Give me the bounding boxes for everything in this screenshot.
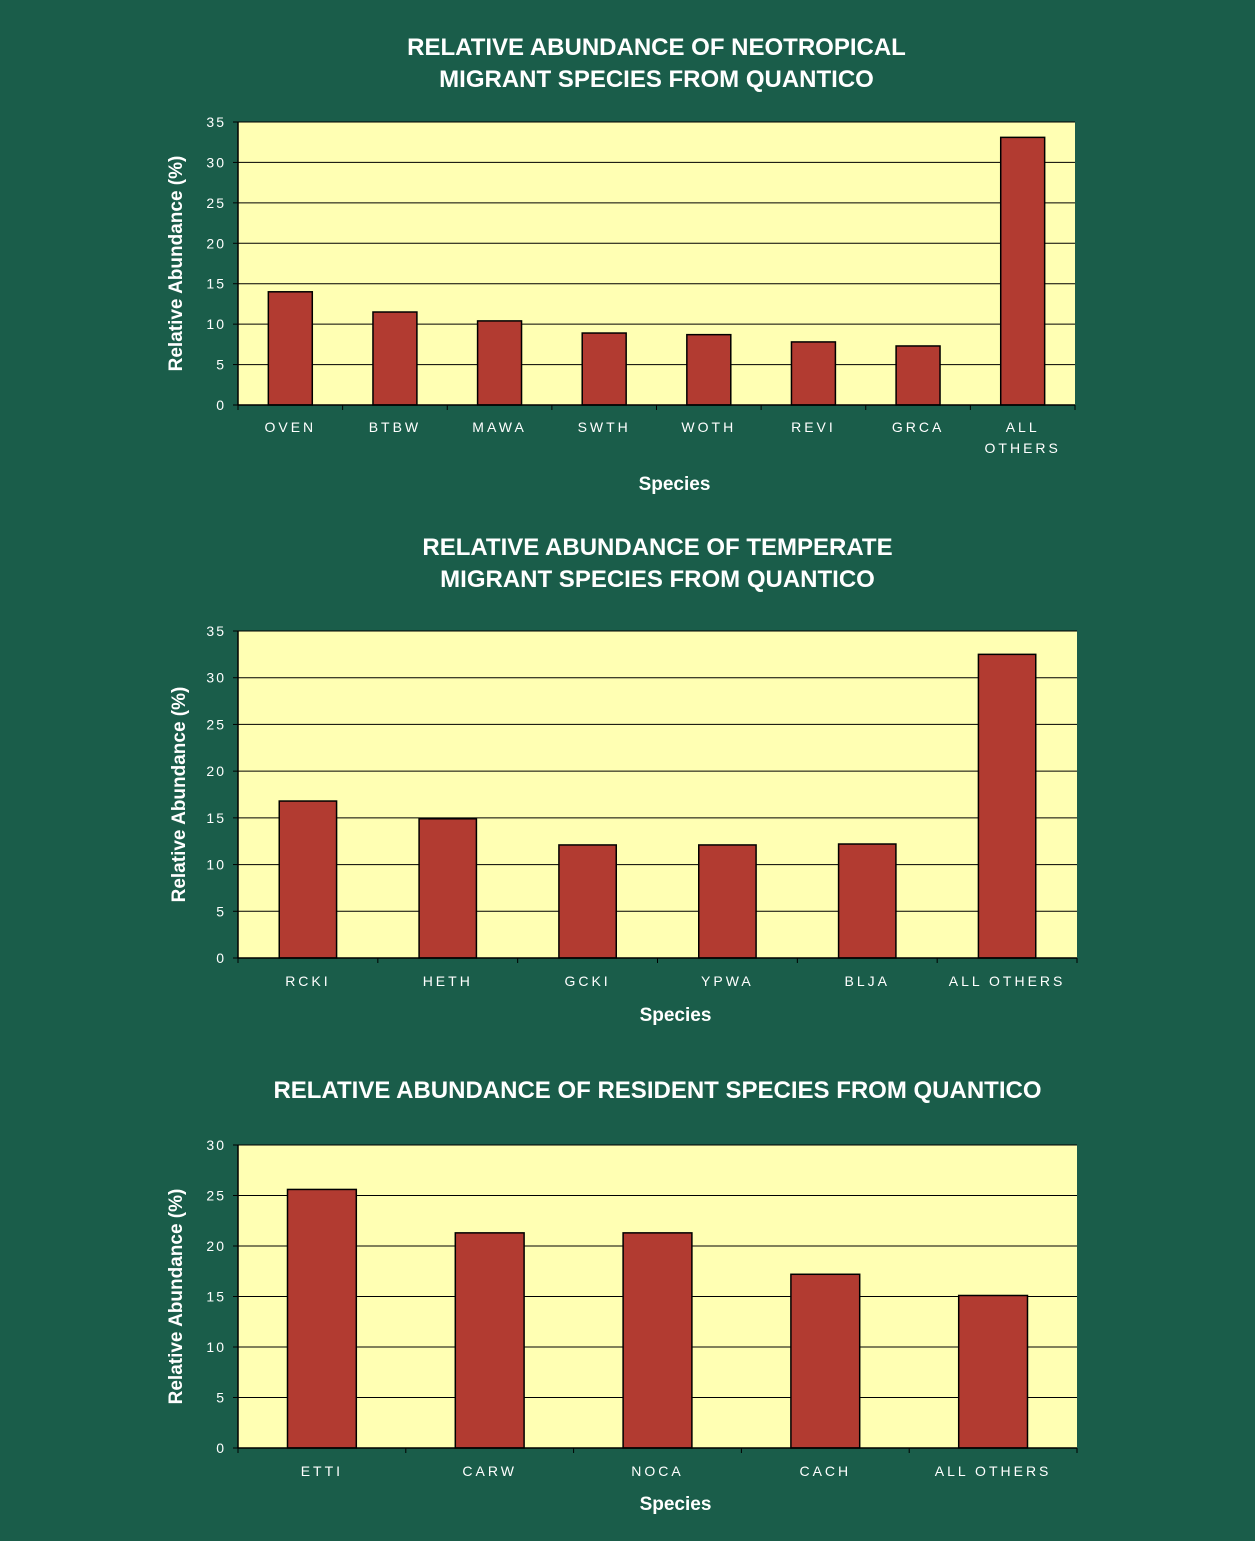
bar: [267, 291, 314, 406]
category-label: MAWA: [472, 419, 527, 435]
bar: [698, 844, 757, 959]
category-label: WOTH: [681, 419, 736, 435]
y-tick-label: 0: [216, 397, 226, 413]
y-tick-label: 35: [206, 623, 226, 639]
category-label: ALL OTHERS: [935, 1463, 1052, 1479]
x-axis-title: Species: [640, 1494, 712, 1515]
bar: [581, 332, 627, 406]
bar: [977, 653, 1037, 959]
y-tick-label: 15: [206, 1289, 226, 1305]
category-label: REVI: [791, 419, 836, 435]
x-axis-title: Species: [639, 474, 711, 495]
y-tick-label: 25: [206, 195, 226, 211]
bar: [686, 333, 732, 406]
bar: [895, 345, 941, 406]
bar: [418, 818, 478, 959]
y-tick-label: 10: [206, 316, 226, 332]
y-tick-label: 15: [206, 276, 226, 292]
y-tick-label: 15: [206, 810, 226, 826]
bar: [957, 1294, 1029, 1449]
bar: [837, 843, 897, 959]
y-tick-label: 0: [216, 950, 226, 966]
chart-title: MIGRANT SPECIES FROM QUANTICO: [440, 566, 875, 593]
category-label: GRCA: [892, 419, 944, 435]
category-label: BTBW: [369, 419, 421, 435]
y-tick-label: 20: [206, 1238, 226, 1254]
category-label: ETTI: [301, 1463, 343, 1479]
x-axis-title: Species: [640, 1005, 712, 1026]
y-tick-label: 10: [206, 1339, 226, 1355]
plot-area: [238, 631, 1077, 958]
chart-title: RELATIVE ABUNDANCE OF RESIDENT SPECIES F…: [273, 1077, 1041, 1104]
category-label: CACH: [799, 1463, 851, 1479]
y-tick-label: 25: [206, 1188, 226, 1204]
category-label: SWTH: [578, 419, 631, 435]
y-axis-title: Relative Abundance (%): [166, 156, 187, 372]
bar: [790, 1273, 861, 1449]
category-label: HETH: [423, 973, 473, 989]
plot-area: [238, 122, 1075, 405]
y-tick-label: 35: [206, 114, 226, 130]
category-label: NOCA: [631, 1463, 683, 1479]
y-tick-label: 10: [206, 857, 226, 873]
y-tick-label: 0: [216, 1440, 226, 1456]
y-tick-label: 5: [216, 1390, 226, 1406]
category-label: RCKI: [285, 973, 330, 989]
chart-3: RELATIVE ABUNDANCE OF RESIDENT SPECIES F…: [166, 1077, 1078, 1515]
category-label: OVEN: [264, 419, 316, 435]
y-tick-label: 20: [206, 235, 226, 251]
chart-title: MIGRANT SPECIES FROM QUANTICO: [439, 66, 874, 93]
bar: [558, 844, 617, 959]
bar: [476, 320, 523, 406]
chart-title: RELATIVE ABUNDANCE OF NEOTROPICAL: [407, 34, 906, 61]
y-tick-label: 25: [206, 716, 226, 732]
bar: [622, 1232, 693, 1449]
bar: [790, 341, 837, 406]
bar: [286, 1188, 358, 1449]
category-label: CARW: [462, 1463, 517, 1479]
y-tick-label: 30: [206, 154, 226, 170]
category-label: BLJA: [845, 973, 890, 989]
category-label: ALL: [1006, 419, 1040, 435]
bar: [372, 311, 418, 406]
category-label: OTHERS: [985, 440, 1061, 456]
y-tick-label: 5: [216, 903, 226, 919]
chart-2: RELATIVE ABUNDANCE OF TEMPERATE MIGRANT S…: [169, 534, 1078, 1026]
bar: [454, 1232, 525, 1449]
y-tick-label: 30: [206, 670, 226, 686]
y-tick-label: 30: [206, 1137, 226, 1153]
y-tick-label: 20: [206, 763, 226, 779]
y-tick-label: 5: [216, 357, 226, 373]
bar: [999, 136, 1046, 406]
y-axis-title: Relative Abundance (%): [166, 1189, 187, 1405]
category-label: ALL OTHERS: [949, 973, 1066, 989]
y-axis-title: Relative Abundance (%): [169, 687, 190, 903]
chart-1: RELATIVE ABUNDANCE OF NEOTROPICAL MIGRANT…: [166, 34, 1076, 495]
bar: [278, 800, 338, 959]
category-label: YPWA: [701, 973, 754, 989]
chart-title: RELATIVE ABUNDANCE OF TEMPERATE: [422, 534, 892, 561]
category-label: GCKI: [564, 973, 610, 989]
